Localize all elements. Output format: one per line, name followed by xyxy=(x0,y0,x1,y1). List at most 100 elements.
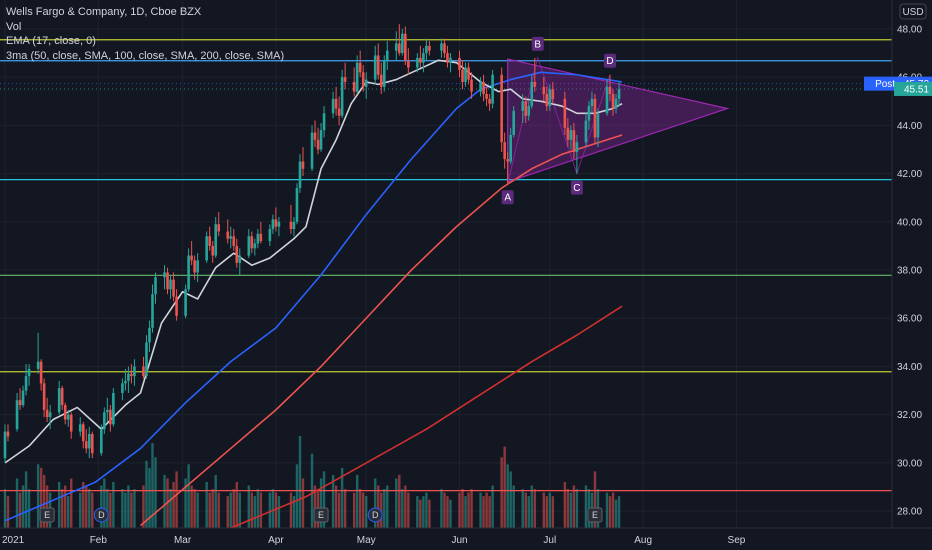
event-badge xyxy=(313,507,329,523)
dividend-event-icon[interactable]: D xyxy=(93,507,109,523)
volume-bar xyxy=(374,478,377,528)
earnings-event-icon[interactable]: E xyxy=(313,507,329,523)
pattern-point-badge xyxy=(604,53,617,68)
candle xyxy=(190,241,193,266)
candle xyxy=(42,378,46,418)
candle-body xyxy=(274,219,278,227)
volume-bar xyxy=(36,464,40,528)
candle xyxy=(373,45,377,85)
candle-body xyxy=(298,161,302,189)
volume-bar xyxy=(277,496,281,528)
candle xyxy=(464,62,467,87)
volume-bar xyxy=(298,436,302,528)
candle-body xyxy=(488,98,491,104)
volume-bar xyxy=(422,496,425,528)
candle xyxy=(169,274,172,299)
candle-body xyxy=(15,400,19,430)
price-tag-text: 45.51 xyxy=(904,84,929,95)
candle-body xyxy=(268,229,272,242)
volume-bar xyxy=(425,492,428,528)
legend-title[interactable]: Wells Fargo & Company, 1D, Cboe BZX xyxy=(6,6,202,18)
y-tick-label: 40.00 xyxy=(897,217,922,228)
candle-body xyxy=(449,57,452,63)
candle-body xyxy=(42,383,46,410)
candle xyxy=(87,426,91,459)
currency-selector[interactable]: USD xyxy=(899,3,927,20)
candle xyxy=(130,364,133,384)
legend-3ma[interactable]: 3ma (50, close, SMA, 100, close, SMA, 20… xyxy=(6,49,285,62)
candle-body xyxy=(548,89,552,107)
pattern-point-b: B xyxy=(531,36,544,51)
legend-ema[interactable]: EMA (17, close, 0) xyxy=(6,35,96,47)
candle-body xyxy=(250,236,254,249)
volume-bar xyxy=(253,496,257,528)
candle xyxy=(145,335,148,379)
candle xyxy=(211,241,214,263)
candle xyxy=(425,38,428,61)
candle xyxy=(60,385,64,410)
candle-body xyxy=(292,221,296,230)
x-tick-label: Apr xyxy=(268,535,284,546)
candle xyxy=(584,113,588,148)
candle xyxy=(175,289,178,321)
legend-vol[interactable]: Vol xyxy=(6,20,22,33)
volume-bar xyxy=(614,499,618,528)
candle-body xyxy=(205,236,208,261)
candle xyxy=(21,385,25,408)
volume-bar xyxy=(211,489,214,528)
y-tick-label: 34.00 xyxy=(897,362,922,373)
volume-bar xyxy=(331,474,335,528)
candle xyxy=(488,94,491,111)
candle-body xyxy=(467,67,470,80)
volume-bar xyxy=(569,492,573,528)
sma50-line xyxy=(4,71,623,522)
candle-body xyxy=(208,236,211,246)
earnings-event-icon[interactable]: E xyxy=(587,507,603,523)
volume-bar xyxy=(130,492,133,528)
candle-body xyxy=(425,45,428,54)
volume-bar xyxy=(100,485,103,528)
volume-bar xyxy=(238,492,241,528)
volume-bar xyxy=(611,492,615,528)
candle-body xyxy=(253,243,257,249)
candle xyxy=(205,231,208,263)
candle-body xyxy=(214,224,217,256)
volume-bar xyxy=(295,464,299,528)
candle-body xyxy=(545,94,549,107)
earnings-event-icon[interactable]: E xyxy=(39,507,55,523)
y-tick-label: 28.00 xyxy=(897,507,922,518)
volume-bar xyxy=(482,496,485,528)
candle-body xyxy=(479,81,482,92)
candle-body xyxy=(428,45,431,51)
candle-body xyxy=(271,219,275,230)
candle xyxy=(572,122,576,160)
candle xyxy=(112,388,115,427)
volume-bar xyxy=(334,485,338,528)
volume-bar xyxy=(398,474,401,528)
candle-body xyxy=(84,441,88,449)
volume-bar xyxy=(193,489,196,528)
pattern-point-badge xyxy=(531,36,544,51)
candle xyxy=(142,356,145,379)
candle xyxy=(458,50,461,78)
volume-bar xyxy=(608,496,612,528)
volume-bar xyxy=(124,492,127,528)
candle xyxy=(611,89,615,116)
volume-bar xyxy=(268,492,272,528)
candle-body xyxy=(464,67,467,82)
time-axis[interactable] xyxy=(0,528,932,550)
candle-body xyxy=(142,366,145,377)
dividend-event-icon[interactable]: D xyxy=(367,507,383,523)
candle-body xyxy=(163,272,166,278)
x-tick-label: Jul xyxy=(543,535,556,546)
volume-bar xyxy=(527,496,530,528)
volume-bar xyxy=(533,489,536,528)
triangle-fill[interactable] xyxy=(507,58,730,183)
candle xyxy=(39,359,43,391)
pattern-point-label: D xyxy=(606,56,613,67)
candle xyxy=(385,40,389,70)
candle-body xyxy=(6,431,10,437)
candle xyxy=(154,272,157,304)
